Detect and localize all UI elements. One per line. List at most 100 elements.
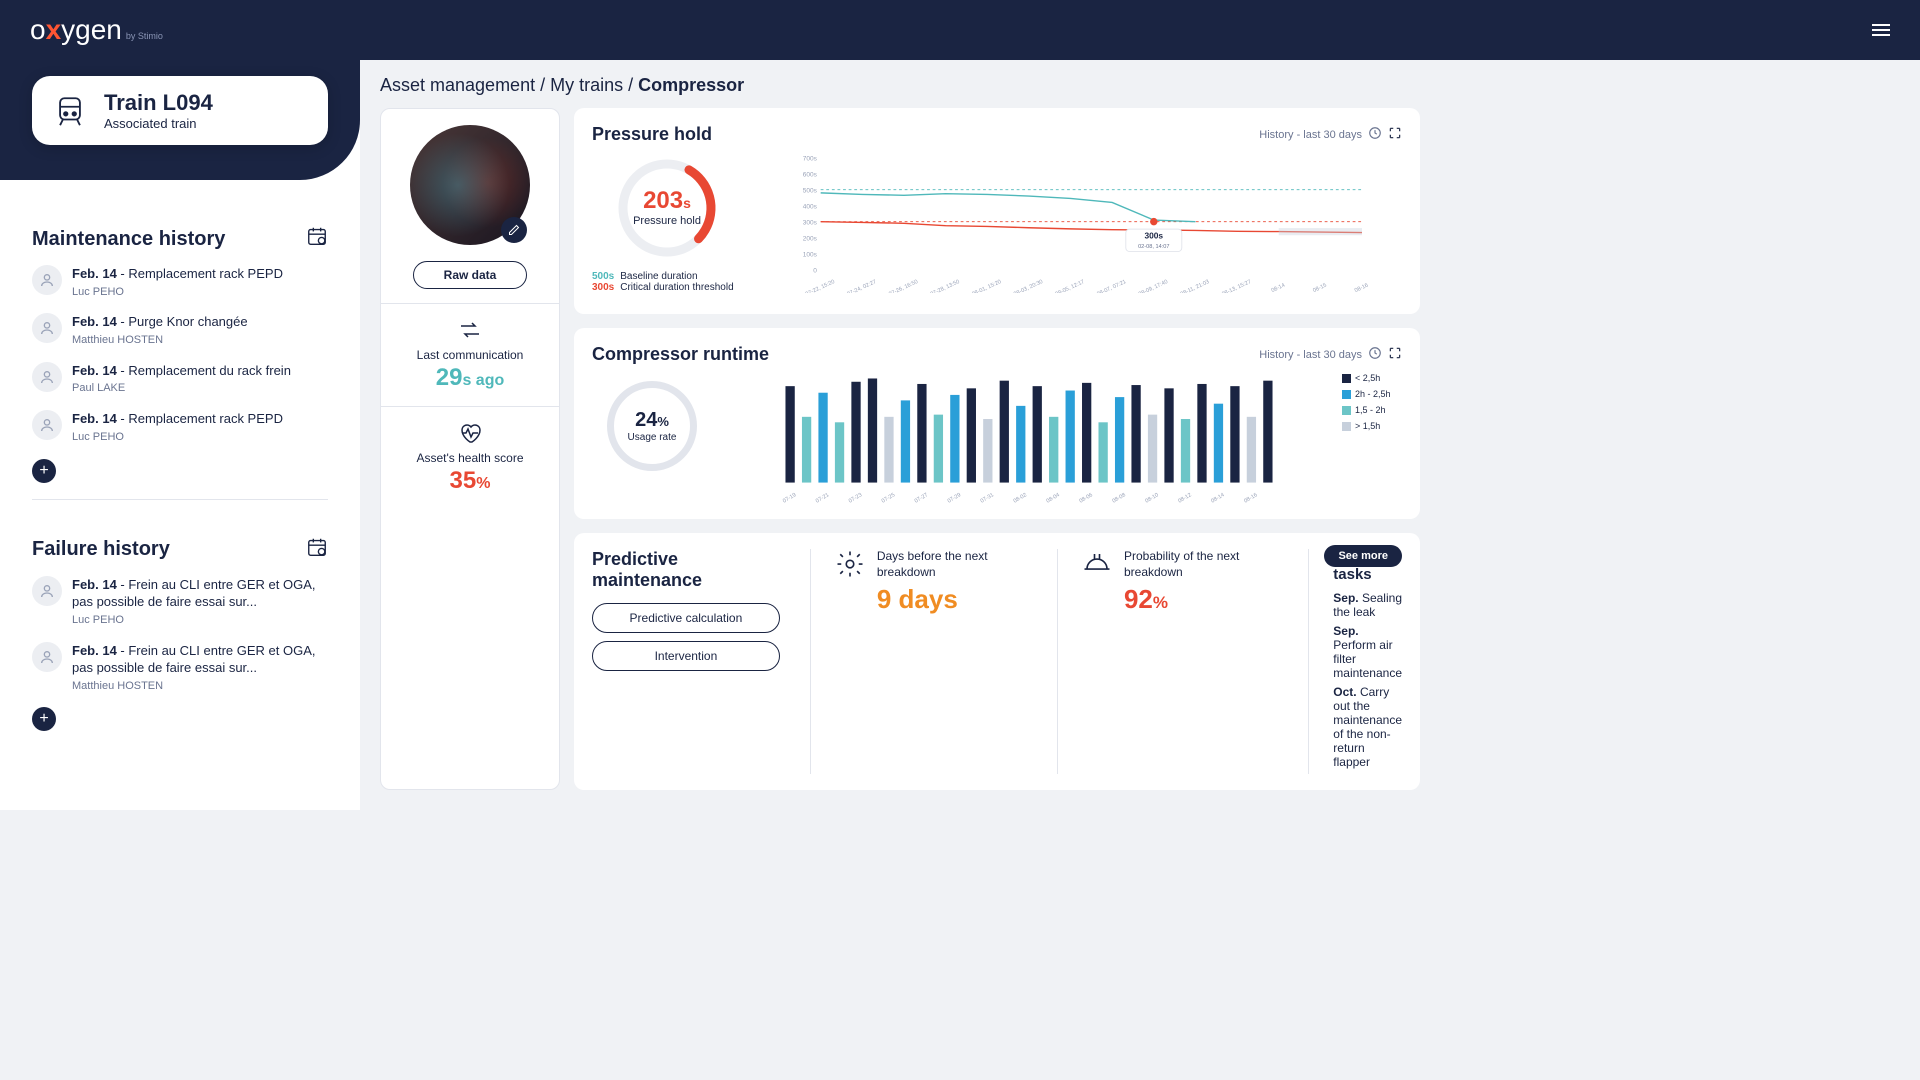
logo-sub: by Stimio	[126, 31, 163, 41]
failure-title: Failure history	[32, 538, 170, 561]
svg-text:08-11, 21:03: 08-11, 21:03	[1180, 279, 1211, 293]
menu-icon[interactable]	[1872, 21, 1890, 39]
logo-x: x	[46, 14, 62, 46]
runtime-title: Compressor runtime	[592, 344, 769, 365]
svg-text:08-01, 15:20: 08-01, 15:20	[971, 279, 1002, 293]
svg-text:300s: 300s	[1144, 230, 1163, 240]
pressure-chart: 700s600s500s400s300s200s100s0300s02-08, …	[762, 153, 1402, 293]
list-item[interactable]: Feb. 14 - Remplacement du rack freinPaul…	[32, 362, 328, 396]
avatar-icon	[32, 265, 62, 295]
list-item[interactable]: Feb. 14 - Frein au CLI entre GER et OGA,…	[32, 642, 328, 694]
pressure-title: Pressure hold	[592, 124, 712, 145]
runtime-panel: Compressor runtime History - last 30 day…	[574, 328, 1420, 519]
svg-text:07-26, 16:50: 07-26, 16:50	[888, 279, 919, 293]
add-maintenance-button[interactable]: +	[32, 459, 56, 483]
svg-text:100s: 100s	[803, 251, 818, 258]
fullscreen-icon[interactable]	[1388, 346, 1402, 363]
health-label: Asset's health score	[395, 451, 545, 465]
svg-text:07-24, 02:27: 07-24, 02:27	[846, 279, 877, 293]
days-label: Days before the next breakdown	[877, 549, 1027, 580]
prob-value: 92%	[1124, 584, 1278, 615]
svg-text:08-13, 15:27: 08-13, 15:27	[1221, 279, 1252, 293]
svg-text:08-04: 08-04	[1046, 492, 1061, 503]
breadcrumb-2[interactable]: My trains	[550, 75, 623, 95]
list-item[interactable]: Feb. 14 - Purge Knor changéeMatthieu HOS…	[32, 313, 328, 347]
see-more-button[interactable]: See more	[1324, 545, 1402, 567]
avatar-icon	[32, 410, 62, 440]
svg-text:07-25: 07-25	[881, 492, 896, 503]
comm-label: Last communication	[395, 348, 545, 362]
breadcrumb-current: Compressor	[638, 75, 744, 95]
health-value: 35%	[395, 467, 545, 495]
list-item[interactable]: Feb. 14 - Frein au CLI entre GER et OGA,…	[32, 576, 328, 628]
health-icon	[395, 421, 545, 445]
svg-text:200s: 200s	[803, 235, 818, 242]
svg-text:08-08: 08-08	[1111, 492, 1126, 503]
calendar-icon[interactable]	[306, 225, 328, 253]
task-item: Sep. Perform air filter maintenance	[1333, 624, 1402, 680]
svg-text:07-27: 07-27	[914, 492, 929, 503]
logo: oxygen by Stimio	[30, 14, 163, 46]
svg-text:02-08, 14:07: 02-08, 14:07	[1138, 244, 1169, 250]
runtime-chart: 07-1907-2107-2307-2507-2707-2907-3108-02…	[732, 373, 1326, 503]
sidebar: Train L094 Associated train Maintenance …	[0, 0, 360, 810]
svg-text:08-14: 08-14	[1210, 492, 1225, 503]
list-item[interactable]: Feb. 14 - Remplacement rack PEPDLuc PEHO	[32, 410, 328, 444]
calendar-icon[interactable]	[306, 536, 328, 564]
comm-value: 29s ago	[395, 364, 545, 392]
svg-text:08-16: 08-16	[1243, 492, 1258, 503]
svg-text:07-31: 07-31	[980, 492, 995, 503]
svg-text:08-14: 08-14	[1271, 283, 1287, 293]
predictive-title: Predictive maintenance	[592, 549, 780, 591]
svg-text:700s: 700s	[803, 155, 818, 162]
svg-text:400s: 400s	[803, 203, 818, 210]
train-card[interactable]: Train L094 Associated train	[32, 76, 328, 145]
clock-icon	[1368, 126, 1382, 143]
runtime-history-label: History - last 30 days	[1259, 349, 1362, 361]
prob-label: Probability of the next breakdown	[1124, 549, 1278, 580]
raw-data-button[interactable]: Raw data	[413, 261, 528, 289]
add-failure-button[interactable]: +	[32, 707, 56, 731]
gear-icon	[835, 549, 865, 579]
svg-text:08-15: 08-15	[1312, 283, 1328, 293]
svg-text:08-03, 20:30: 08-03, 20:30	[1013, 279, 1044, 293]
svg-text:08-10: 08-10	[1144, 492, 1159, 503]
list-item[interactable]: Feb. 14 - Remplacement rack PEPDLuc PEHO	[32, 265, 328, 299]
breadcrumb: Asset management / My trains / Compresso…	[380, 75, 1420, 96]
avatar-icon	[32, 313, 62, 343]
asset-card: Raw data Last communication 29s ago Asse…	[380, 108, 560, 790]
svg-text:08-09, 17:40: 08-09, 17:40	[1138, 279, 1169, 293]
train-subtitle: Associated train	[104, 116, 213, 131]
svg-text:08-07, 07:21: 08-07, 07:21	[1096, 279, 1127, 293]
task-item: Oct. Carry out the maintenance of the no…	[1333, 685, 1402, 769]
task-item: Sep. Sealing the leak	[1333, 591, 1402, 619]
pressure-gauge: 203s Pressure hold	[612, 153, 722, 263]
svg-text:07-29: 07-29	[947, 492, 962, 503]
svg-text:08-02: 08-02	[1013, 492, 1028, 503]
fullscreen-icon[interactable]	[1388, 126, 1402, 143]
avatar-icon	[32, 642, 62, 672]
svg-text:07-22, 15:20: 07-22, 15:20	[805, 279, 836, 293]
logo-o: o	[30, 14, 46, 46]
svg-text:500s: 500s	[803, 187, 818, 194]
predictive-calc-button[interactable]: Predictive calculation	[592, 603, 780, 633]
svg-text:08-16: 08-16	[1354, 283, 1370, 293]
logo-ygen: ygen	[61, 14, 122, 46]
svg-text:07-19: 07-19	[782, 492, 797, 503]
avatar-icon	[32, 576, 62, 606]
edit-image-button[interactable]	[501, 217, 527, 243]
pressure-panel: Pressure hold History - last 30 days	[574, 108, 1420, 314]
avatar-icon	[32, 362, 62, 392]
svg-text:08-05, 12:17: 08-05, 12:17	[1055, 279, 1086, 293]
svg-text:0: 0	[813, 267, 817, 274]
breadcrumb-1[interactable]: Asset management	[380, 75, 535, 95]
svg-text:08-06: 08-06	[1078, 492, 1093, 503]
svg-text:600s: 600s	[803, 171, 818, 178]
clock-icon	[1368, 346, 1382, 363]
days-value: 9 days	[877, 584, 1027, 615]
usage-gauge: 24% Usage rate	[592, 373, 712, 479]
intervention-button[interactable]: Intervention	[592, 641, 780, 671]
svg-text:07-21: 07-21	[815, 492, 830, 503]
train-icon	[50, 91, 90, 131]
svg-text:08-12: 08-12	[1177, 492, 1192, 503]
